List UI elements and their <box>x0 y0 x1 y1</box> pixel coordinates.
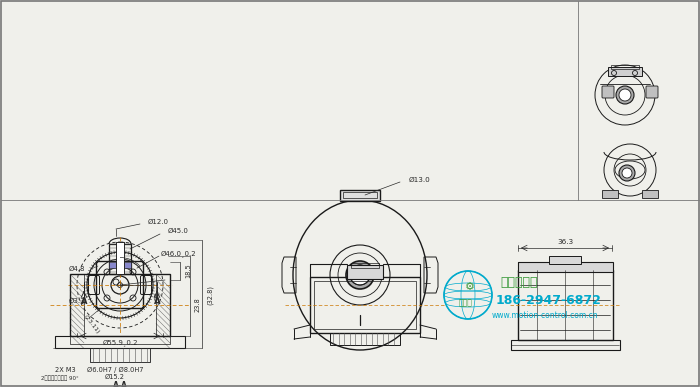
Bar <box>351 263 379 268</box>
Text: Ø6.0H7 / Ø8.0H7: Ø6.0H7 / Ø8.0H7 <box>87 367 144 373</box>
Bar <box>608 67 642 76</box>
Text: A-A: A-A <box>113 382 127 387</box>
Circle shape <box>619 165 635 181</box>
Circle shape <box>619 89 631 101</box>
Bar <box>611 65 639 69</box>
Bar <box>330 333 400 345</box>
Text: 2个安装螺钉相差 90°: 2个安装螺钉相差 90° <box>41 375 79 381</box>
Bar <box>70 274 170 336</box>
Bar <box>602 190 618 198</box>
Text: A: A <box>154 296 160 305</box>
Text: Ø45.0: Ø45.0 <box>167 228 188 234</box>
Circle shape <box>346 261 374 289</box>
Bar <box>343 192 377 198</box>
Bar <box>116 242 124 274</box>
Bar <box>116 242 124 274</box>
Text: Ø55.9¸0.2: Ø55.9¸0.2 <box>102 339 138 346</box>
FancyBboxPatch shape <box>602 86 614 98</box>
Bar <box>314 281 416 329</box>
Text: 186-2947-6872: 186-2947-6872 <box>496 293 602 307</box>
Circle shape <box>622 168 632 178</box>
Text: 46°: 46° <box>151 293 159 306</box>
Text: 18.5: 18.5 <box>185 264 191 278</box>
Text: Ø15.2: Ø15.2 <box>105 374 125 380</box>
Text: 西安德伍拓: 西安德伍拓 <box>500 276 538 289</box>
Text: Ø46.0¸0.2: Ø46.0¸0.2 <box>161 250 197 257</box>
Text: Ø12.0: Ø12.0 <box>148 219 169 225</box>
Text: (32.8): (32.8) <box>206 285 214 305</box>
Text: ⚙: ⚙ <box>465 282 475 292</box>
Text: 36.3: 36.3 <box>557 239 573 245</box>
Bar <box>518 270 613 340</box>
Text: Ø13.0: Ø13.0 <box>409 177 431 183</box>
Text: Ø4.8: Ø4.8 <box>69 266 85 272</box>
Text: (23.11): (23.11) <box>82 313 100 334</box>
Circle shape <box>350 265 370 285</box>
Text: Ø3.3: Ø3.3 <box>69 298 85 304</box>
Bar <box>511 340 620 350</box>
Text: www.motion-control.com.cn: www.motion-control.com.cn <box>492 310 598 320</box>
Text: 2X M3: 2X M3 <box>55 367 76 373</box>
Bar <box>549 256 581 264</box>
Bar <box>518 262 613 272</box>
Bar <box>340 190 380 201</box>
Bar <box>109 244 131 274</box>
Bar <box>642 190 658 198</box>
Text: 23.8: 23.8 <box>195 298 201 312</box>
Bar <box>90 348 150 362</box>
Text: 德伍拓: 德伍拓 <box>459 298 473 308</box>
Bar <box>156 274 170 336</box>
Bar <box>109 262 131 268</box>
FancyBboxPatch shape <box>646 86 658 98</box>
Bar <box>347 265 383 279</box>
Bar <box>310 277 420 333</box>
Circle shape <box>616 86 634 104</box>
Text: A: A <box>80 296 88 305</box>
Bar <box>55 336 185 348</box>
Bar <box>70 274 84 336</box>
Bar <box>70 336 170 344</box>
